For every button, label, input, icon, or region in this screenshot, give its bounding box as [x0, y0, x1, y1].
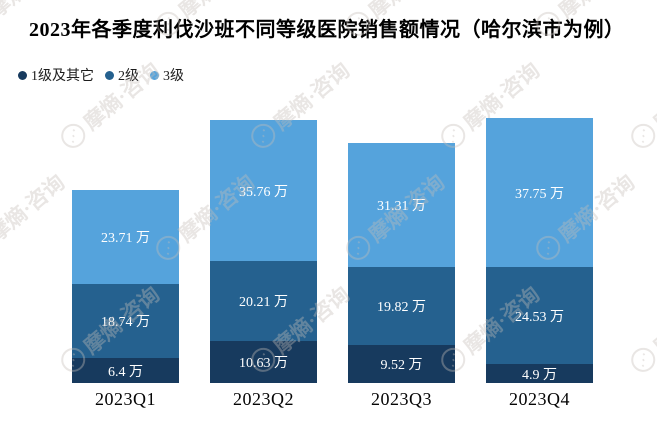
watermark: ⋰摩熵·咨询: [624, 279, 657, 379]
legend-dot-icon: [18, 70, 27, 80]
x-axis-label: 2023Q3: [371, 389, 432, 409]
watermark-text: 摩熵·咨询: [649, 282, 657, 359]
bar-segment: 35.76 万: [210, 120, 317, 261]
bar-segment: 20.21 万: [210, 261, 317, 341]
legend-item: 1级及其它: [18, 65, 94, 85]
watermark-text: 摩熵·咨询: [0, 170, 70, 247]
bar-value-label: 6.4 万: [108, 364, 143, 380]
watermark-logo-icon: ⋰: [626, 118, 657, 153]
chart-title: 2023年各季度利伐沙班不同等级医院销售额情况（哈尔滨市为例）: [29, 19, 625, 41]
bar-column: 37.75 万 24.53 万 4.9 万 2023Q4: [486, 118, 593, 410]
legend-dot-icon: [150, 70, 159, 80]
bar-segment: 31.31 万: [348, 143, 455, 267]
x-axis-label: 2023Q4: [509, 389, 570, 409]
bar-stack: 23.71 万 18.74 万 6.4 万: [72, 118, 179, 383]
bar-stack: 37.75 万 24.53 万 4.9 万: [486, 118, 593, 383]
bar-value-label: 23.71 万: [101, 231, 150, 246]
legend-item: 2级: [105, 65, 139, 85]
watermark-logo-icon: ⋰: [626, 342, 657, 377]
bar-stack: 31.31 万 19.82 万 9.52 万: [348, 118, 455, 383]
legend-label: 2级: [118, 69, 139, 84]
bar-segment: 18.74 万: [72, 284, 179, 358]
x-axis-label: 2023Q1: [95, 389, 156, 409]
bar-segment: 24.53 万: [486, 267, 593, 364]
x-axis-label: 2023Q2: [233, 389, 294, 409]
watermark: ⋰摩熵·咨询: [0, 167, 71, 267]
watermark-text: 摩熵·咨询: [649, 58, 657, 135]
bar-value-label: 35.76 万: [239, 184, 288, 200]
legend: 1级及其它 2级 3级: [18, 65, 184, 85]
bar-chart: 23.71 万 18.74 万 6.4 万 2023Q1 35.76 万 20.21 万 1…: [72, 118, 593, 410]
bar-value-label: 20.21 万: [239, 295, 288, 310]
bar-segment: 10.63 万: [210, 341, 317, 383]
bar-value-label: 18.74 万: [101, 315, 150, 330]
bar-segment: 9.52 万: [348, 345, 455, 383]
legend-dot-icon: [105, 70, 114, 80]
bar-value-label: 19.82 万: [377, 300, 426, 315]
bar-segment: 37.75 万: [486, 118, 593, 267]
bar-column: 23.71 万 18.74 万 6.4 万 2023Q1: [72, 118, 179, 410]
bar-column: 31.31 万 19.82 万 9.52 万 2023Q3: [348, 118, 455, 410]
bar-value-label: 10.63 万: [239, 356, 288, 371]
legend-item: 3级: [150, 65, 184, 85]
legend-label: 3级: [163, 69, 184, 84]
watermark: ⋰摩熵·咨询: [624, 55, 657, 155]
bar-value-label: 37.75 万: [515, 186, 564, 202]
bar-stack: 35.76 万 20.21 万 10.63 万: [210, 118, 317, 383]
bar-segment: 23.71 万: [72, 190, 179, 284]
bar-segment: 4.9 万: [486, 364, 593, 383]
legend-label: 1级及其它: [31, 69, 94, 84]
bar-value-label: 4.9 万: [522, 367, 557, 383]
bar-value-label: 31.31 万: [377, 199, 426, 214]
bar-value-label: 24.53 万: [515, 309, 564, 325]
bar-segment: 6.4 万: [72, 358, 179, 383]
bar-value-label: 9.52 万: [380, 358, 423, 373]
bar-column: 35.76 万 20.21 万 10.63 万 2023Q2: [210, 118, 317, 410]
bar-segment: 19.82 万: [348, 267, 455, 345]
